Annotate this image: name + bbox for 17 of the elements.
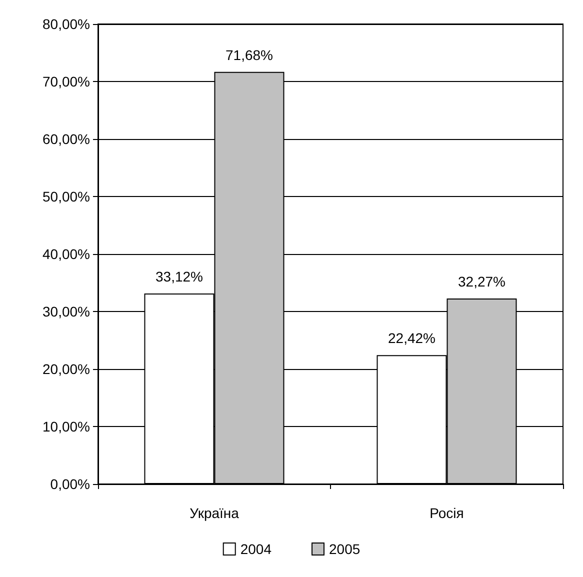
- y-tick-label: 60,00%: [42, 131, 90, 147]
- data-label: 22,42%: [388, 330, 436, 346]
- y-tick-label: 40,00%: [42, 246, 90, 262]
- y-tick-label: 20,00%: [42, 361, 90, 377]
- x-tick-label: Україна: [190, 505, 240, 521]
- legend-label: 2004: [240, 541, 272, 557]
- legend-label: 2005: [329, 541, 360, 557]
- y-tick-label: 10,00%: [42, 418, 90, 434]
- y-tick-label: 0,00%: [50, 476, 90, 492]
- y-tick-label: 80,00%: [42, 16, 90, 32]
- y-tick-label: 50,00%: [42, 188, 90, 204]
- x-tick-label: Росія: [430, 505, 464, 521]
- y-tick-label: 70,00%: [42, 74, 90, 90]
- y-tick-label: 30,00%: [42, 304, 90, 320]
- data-label: 71,68%: [226, 46, 273, 63]
- data-label: 32,27%: [458, 273, 506, 290]
- data-label: 33,12%: [156, 268, 203, 285]
